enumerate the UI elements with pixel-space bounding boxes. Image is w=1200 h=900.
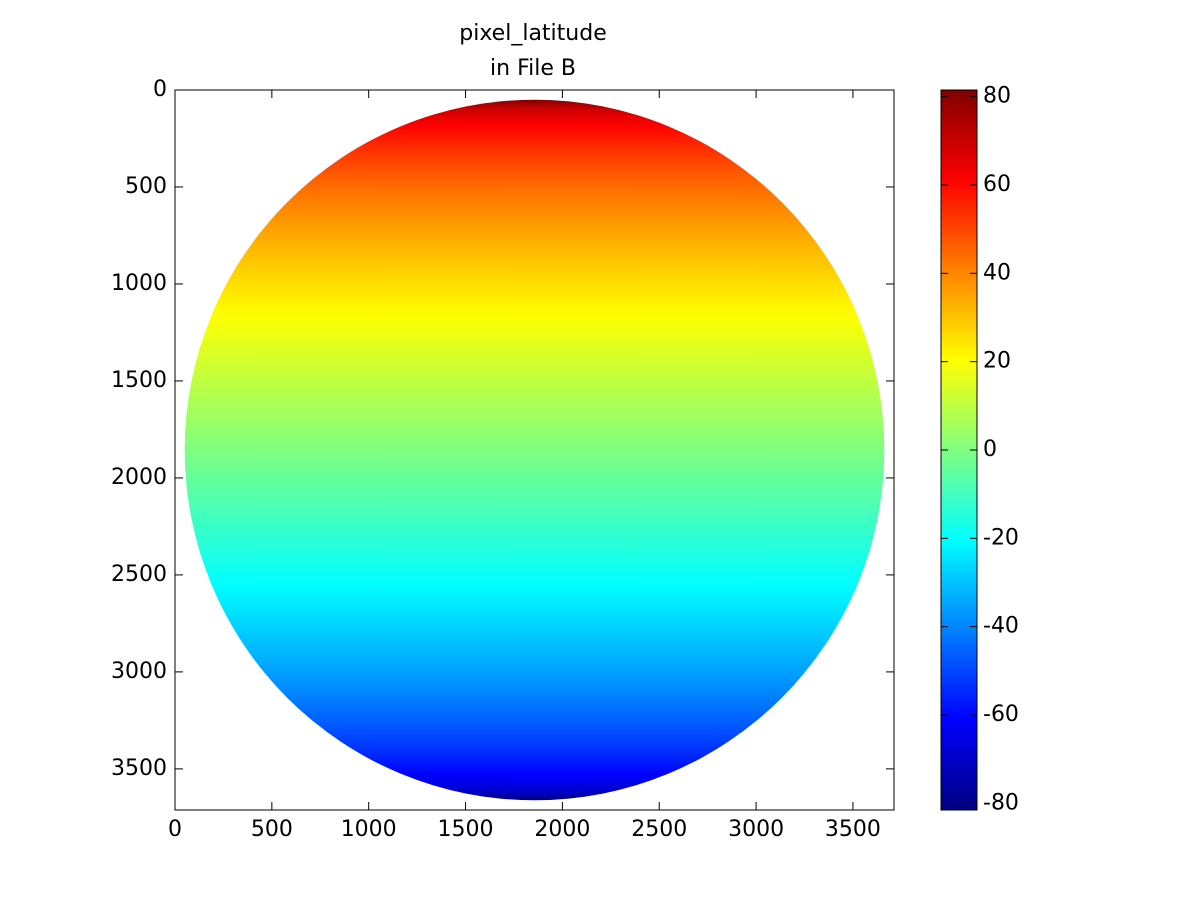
plot-frame bbox=[174, 89, 895, 811]
y-tick-label: 2000 bbox=[111, 465, 167, 490]
colorbar-tick-label: -80 bbox=[983, 790, 1019, 815]
y-tick-label: 1000 bbox=[111, 271, 167, 296]
y-tick-label: 2500 bbox=[111, 562, 167, 587]
x-tick-label: 2000 bbox=[534, 817, 590, 842]
y-tick-label: 0 bbox=[153, 77, 167, 102]
colorbar-tick-label: 0 bbox=[983, 437, 997, 462]
colorbar-tick-label: 80 bbox=[983, 84, 1011, 109]
x-tick-label: 2500 bbox=[631, 817, 687, 842]
colorbar-tick-label: -40 bbox=[983, 614, 1019, 639]
y-tick-label: 500 bbox=[125, 174, 167, 199]
chart-subtitle: in File B bbox=[490, 56, 576, 81]
colorbar-tick-label: 60 bbox=[983, 172, 1011, 197]
y-tick-label: 1500 bbox=[111, 368, 167, 393]
x-tick-label: 1500 bbox=[438, 817, 494, 842]
chart-title: pixel_latitude bbox=[459, 21, 606, 46]
y-tick-label: 3500 bbox=[111, 756, 167, 781]
x-tick-label: 3000 bbox=[728, 817, 784, 842]
disk-image bbox=[184, 99, 885, 801]
x-tick-label: 500 bbox=[251, 817, 293, 842]
x-tick-label: 3500 bbox=[825, 817, 881, 842]
colorbar-tick-label: 20 bbox=[983, 349, 1011, 374]
colorbar-tick-label: -60 bbox=[983, 702, 1019, 727]
x-tick-label: 1000 bbox=[341, 817, 397, 842]
y-tick-label: 3000 bbox=[111, 659, 167, 684]
x-tick-label: 0 bbox=[168, 817, 182, 842]
colorbar-tick-label: -20 bbox=[983, 525, 1019, 550]
colorbar-tick-label: 40 bbox=[983, 260, 1011, 285]
